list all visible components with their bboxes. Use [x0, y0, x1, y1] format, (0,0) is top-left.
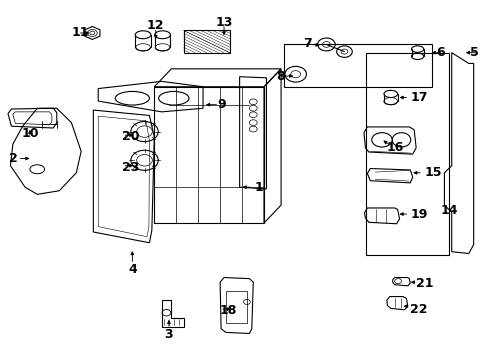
Text: 7: 7 [303, 37, 311, 50]
Text: 5: 5 [469, 46, 478, 59]
Text: 17: 17 [409, 91, 427, 104]
Text: 18: 18 [219, 305, 236, 318]
Text: 20: 20 [122, 130, 139, 144]
Text: 14: 14 [440, 204, 457, 217]
Text: 2: 2 [9, 152, 18, 165]
Text: 6: 6 [435, 46, 444, 59]
Text: 8: 8 [276, 69, 284, 82]
Text: 11: 11 [71, 27, 89, 40]
Bar [366, 53, 448, 255]
Text: 21: 21 [415, 278, 433, 291]
Text: 19: 19 [409, 208, 427, 221]
Bar [283, 44, 431, 87]
Text: 10: 10 [21, 127, 39, 140]
Text: 15: 15 [424, 166, 442, 179]
Bar [183, 31, 229, 53]
Text: 3: 3 [164, 328, 173, 341]
Text: 9: 9 [217, 98, 226, 111]
Text: 13: 13 [215, 16, 232, 29]
Text: 23: 23 [122, 161, 139, 174]
Text: 12: 12 [147, 19, 164, 32]
Bar [226, 291, 246, 323]
Text: 22: 22 [409, 303, 427, 316]
Text: 16: 16 [386, 141, 404, 154]
Text: 1: 1 [254, 181, 263, 194]
Text: 4: 4 [128, 263, 137, 276]
